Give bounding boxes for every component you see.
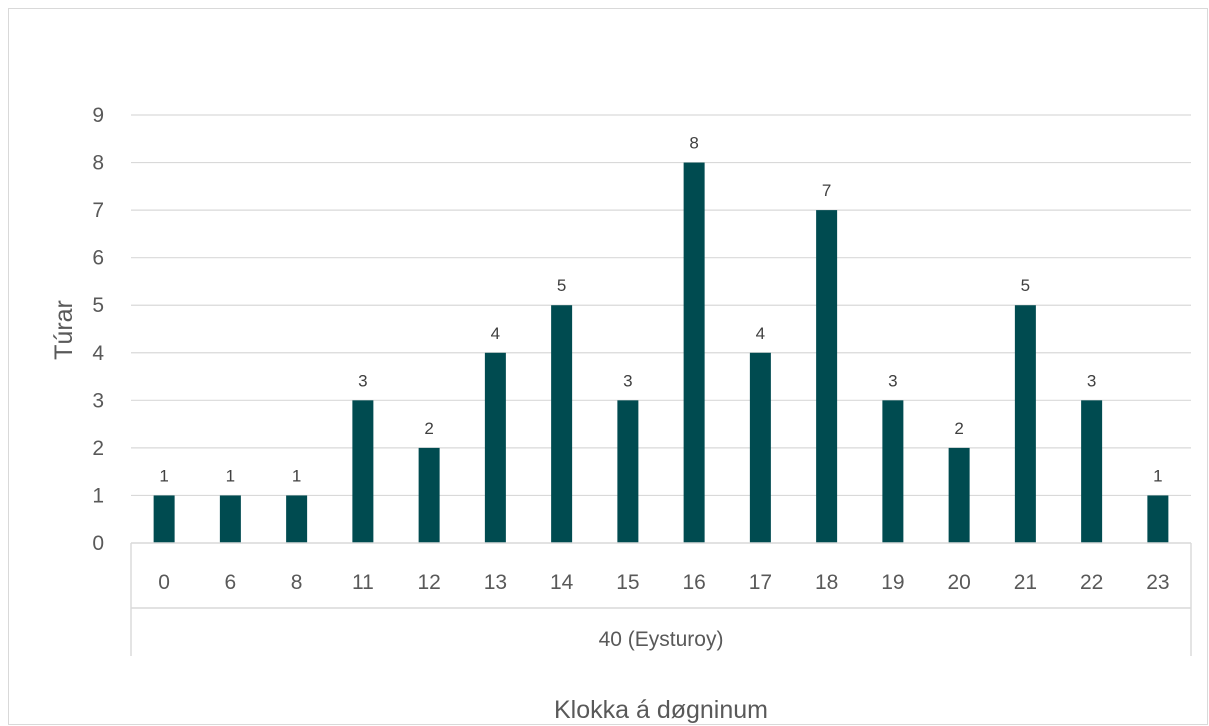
y-tick-label: 8 — [92, 152, 104, 175]
x-tick-label: 17 — [749, 571, 772, 594]
data-label: 3 — [888, 371, 897, 390]
data-label: 3 — [358, 371, 367, 390]
bar — [1147, 495, 1169, 543]
x-tick-label: 19 — [881, 571, 904, 594]
y-tick-label: 1 — [92, 484, 104, 507]
data-label: 1 — [1153, 466, 1162, 485]
y-tick-label: 0 — [92, 532, 104, 555]
x-tick-label: 0 — [158, 571, 170, 594]
y-tick-label: 4 — [92, 342, 104, 365]
data-label: 5 — [1021, 276, 1030, 295]
data-label: 4 — [756, 324, 765, 343]
y-tick-label: 2 — [92, 437, 104, 460]
x-tick-label: 16 — [682, 571, 705, 594]
y-tick-label: 6 — [92, 247, 104, 270]
x-tick-label: 20 — [947, 571, 970, 594]
data-label: 3 — [1087, 371, 1096, 390]
x-tick-label: 22 — [1080, 571, 1103, 594]
bar — [352, 400, 374, 543]
y-axis-ticks: 0 1 2 3 4 5 6 7 8 9 — [92, 104, 104, 555]
bar — [1014, 305, 1036, 543]
gridlines — [131, 114, 1191, 497]
y-tick-label: 7 — [92, 199, 104, 222]
x-tick-label: 21 — [1014, 571, 1037, 594]
bar — [683, 162, 705, 544]
x-axis — [130, 542, 1192, 656]
data-labels: 1 1 1 3 2 4 5 3 8 4 7 3 2 5 3 1 — [159, 134, 1162, 486]
bar — [286, 495, 308, 543]
y-tick-label: 3 — [92, 389, 104, 412]
x-group-label: 40 (Eysturoy) — [599, 628, 724, 651]
bar — [882, 400, 904, 543]
bar — [948, 447, 970, 543]
data-label: 1 — [226, 466, 235, 485]
x-axis-title: Klokka á døgninum — [554, 696, 768, 724]
bars — [153, 162, 1169, 544]
y-tick-label: 5 — [92, 294, 104, 317]
bar — [551, 305, 573, 543]
bar — [1081, 400, 1103, 543]
x-tick-label: 13 — [484, 571, 507, 594]
x-tick-label: 8 — [291, 571, 303, 594]
data-label: 5 — [557, 276, 566, 295]
data-label: 2 — [954, 419, 963, 438]
data-label: 3 — [623, 371, 632, 390]
x-tick-label: 18 — [815, 571, 838, 594]
x-tick-label: 12 — [417, 571, 440, 594]
x-tick-label: 11 — [352, 571, 374, 594]
x-tick-label: 15 — [616, 571, 639, 594]
bar — [418, 447, 440, 543]
bar — [153, 495, 175, 543]
x-tick-label: 14 — [550, 571, 574, 594]
bar — [749, 352, 771, 543]
y-tick-label: 9 — [92, 104, 104, 127]
data-label: 4 — [491, 324, 500, 343]
data-label: 8 — [689, 134, 698, 153]
bar — [617, 400, 639, 543]
bar — [484, 352, 506, 543]
data-label: 1 — [159, 466, 168, 485]
data-label: 7 — [822, 181, 831, 200]
data-label: 1 — [292, 466, 301, 485]
y-axis-title: Túrar — [50, 300, 78, 360]
bar — [219, 495, 241, 543]
bar — [816, 210, 838, 543]
x-tick-label: 6 — [225, 571, 237, 594]
data-label: 2 — [424, 419, 433, 438]
x-tick-label: 23 — [1146, 571, 1169, 594]
x-axis-ticks: 0 6 8 11 12 13 14 15 16 17 18 19 20 21 22 23 — [158, 571, 1169, 594]
chart-frame — [8, 8, 1208, 725]
